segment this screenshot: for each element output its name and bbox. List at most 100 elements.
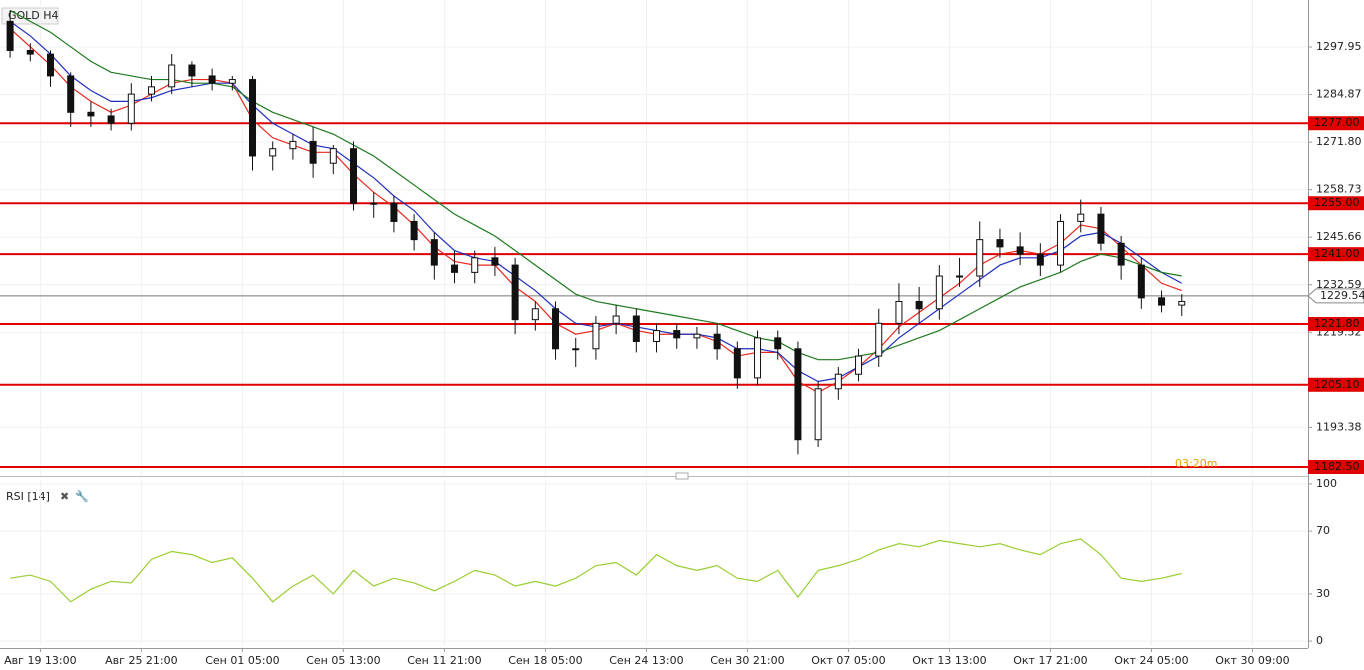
level-label: 1241.00 xyxy=(1314,247,1360,260)
candle-body xyxy=(976,239,984,277)
x-tick-label: Сен 18 05:00 xyxy=(508,654,582,667)
candle-body xyxy=(895,300,903,324)
y-tick-label: 1284.87 xyxy=(1316,88,1362,101)
y-tick-label: 1232.59 xyxy=(1316,278,1362,291)
candle-body xyxy=(531,308,539,321)
y-tick-label: 100 xyxy=(1316,477,1337,490)
bar-timer: 03:20m xyxy=(1175,457,1217,470)
candle-body xyxy=(935,275,943,310)
symbol-title: GOLD H4 xyxy=(8,9,59,22)
candle-body xyxy=(329,148,337,164)
level-label: 1255.00 xyxy=(1314,196,1360,209)
level-label-box xyxy=(1308,459,1364,474)
candle-body xyxy=(794,348,802,441)
candle-body xyxy=(1137,264,1145,299)
y-tick-label: 70 xyxy=(1316,524,1330,537)
x-tick-label: Сен 11 21:00 xyxy=(407,654,481,667)
candle-body xyxy=(774,337,782,350)
last-price-label: 1229.54 xyxy=(1320,289,1364,302)
candle-body xyxy=(915,300,923,310)
candle-body xyxy=(1097,213,1105,244)
candle-body xyxy=(855,355,863,375)
candle-body xyxy=(87,111,95,117)
candle-body xyxy=(1178,300,1186,306)
candle-body xyxy=(168,64,176,88)
candle-body xyxy=(693,333,701,339)
candle-body xyxy=(1057,220,1065,266)
candle-body xyxy=(430,239,438,266)
indicator-line xyxy=(10,538,1182,603)
candle-body xyxy=(6,20,14,51)
y-tick-label: 1297.95 xyxy=(1316,40,1362,53)
candle-body xyxy=(632,315,640,342)
x-tick-label: Сен 30 21:00 xyxy=(710,654,784,667)
x-tick-label: Авг 25 21:00 xyxy=(105,654,177,667)
candle-body xyxy=(572,348,580,351)
candle-body xyxy=(491,257,499,266)
level-label: 1277.00 xyxy=(1314,116,1360,129)
indicator-title: RSI [14] xyxy=(6,490,50,503)
settings-icon[interactable]: 🔧 xyxy=(75,489,89,503)
y-tick-label: 1193.38 xyxy=(1316,420,1362,433)
indicator-line xyxy=(9,9,1182,361)
candle-body xyxy=(653,330,661,342)
x-tick-label: Сен 01 05:00 xyxy=(205,654,279,667)
x-tick-label: Окт 07 05:00 xyxy=(811,654,885,667)
candle-body xyxy=(956,275,964,278)
candle-body xyxy=(451,264,459,273)
candle-body xyxy=(1036,253,1044,266)
symbol-box xyxy=(1,7,59,25)
x-tick-label: Сен 05 13:00 xyxy=(306,654,380,667)
candle-body xyxy=(127,93,135,124)
level-label-box xyxy=(1308,116,1364,131)
y-tick-label: 1271.80 xyxy=(1316,135,1362,148)
candle-body xyxy=(47,53,55,77)
level-label-box xyxy=(1308,247,1364,262)
separator-handle[interactable] xyxy=(675,472,689,480)
x-tick-label: Сен 24 13:00 xyxy=(609,654,683,667)
candle-body xyxy=(754,337,762,379)
candle-body xyxy=(733,348,741,379)
candle-body xyxy=(552,308,560,350)
candle-body xyxy=(996,239,1004,248)
candle-body xyxy=(410,220,418,241)
candle-body xyxy=(875,322,883,357)
candle-body xyxy=(26,49,34,55)
candle-body xyxy=(107,115,115,124)
candle-body xyxy=(370,202,378,205)
last-price-box xyxy=(1307,288,1364,304)
x-tick-label: Окт 13 13:00 xyxy=(912,654,986,667)
candle-body xyxy=(249,79,257,157)
candle-body xyxy=(269,148,277,157)
x-tick-label: Окт 24 05:00 xyxy=(1114,654,1188,667)
level-label-box xyxy=(1308,196,1364,211)
level-label-box xyxy=(1308,317,1364,332)
candle-body xyxy=(188,64,196,77)
y-tick-label: 1245.66 xyxy=(1316,230,1362,243)
close-icon[interactable]: ✖ xyxy=(60,490,69,503)
candle-body xyxy=(673,330,681,339)
candle-body xyxy=(713,333,721,350)
y-tick-label: 0 xyxy=(1316,634,1323,647)
candle-body xyxy=(148,86,156,95)
candle-body xyxy=(67,75,75,113)
candle-body xyxy=(350,148,358,204)
candle-body xyxy=(511,264,519,321)
candle-body xyxy=(228,79,236,84)
level-label: 1205.10 xyxy=(1314,378,1360,391)
x-tick-label: Окт 30 09:00 xyxy=(1215,654,1289,667)
candle-body xyxy=(1077,213,1085,222)
candle-body xyxy=(1016,246,1024,255)
candle-body xyxy=(1117,242,1125,266)
y-tick-label: 1258.73 xyxy=(1316,183,1362,196)
level-label: 1221.80 xyxy=(1314,317,1360,330)
candle-body xyxy=(289,140,297,150)
x-tick-label: Окт 17 21:00 xyxy=(1013,654,1087,667)
candle-body xyxy=(612,315,620,324)
level-label: 1182.50 xyxy=(1314,460,1360,473)
candle-body xyxy=(592,322,600,350)
candle-body xyxy=(834,373,842,390)
candle-body xyxy=(814,388,822,441)
